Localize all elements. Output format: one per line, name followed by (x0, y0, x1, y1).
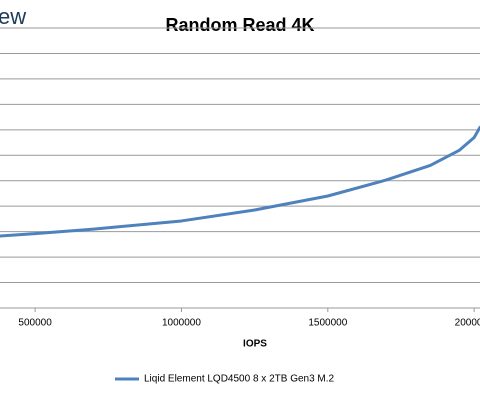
x-tick-label: 500000 (18, 318, 52, 329)
x-tick-label: 1500000 (308, 318, 347, 329)
x-axis-label: IOPS (243, 339, 267, 350)
chart-title: Random Read 4K (165, 15, 314, 35)
data-line (0, 125, 480, 238)
logo-text: ew (0, 4, 26, 29)
x-tick-label: 1000000 (162, 318, 201, 329)
legend-label: Liqid Element LQD4500 8 x 2TB Gen3 M.2 (144, 374, 335, 385)
x-tick-label: 2000000 (455, 318, 480, 329)
